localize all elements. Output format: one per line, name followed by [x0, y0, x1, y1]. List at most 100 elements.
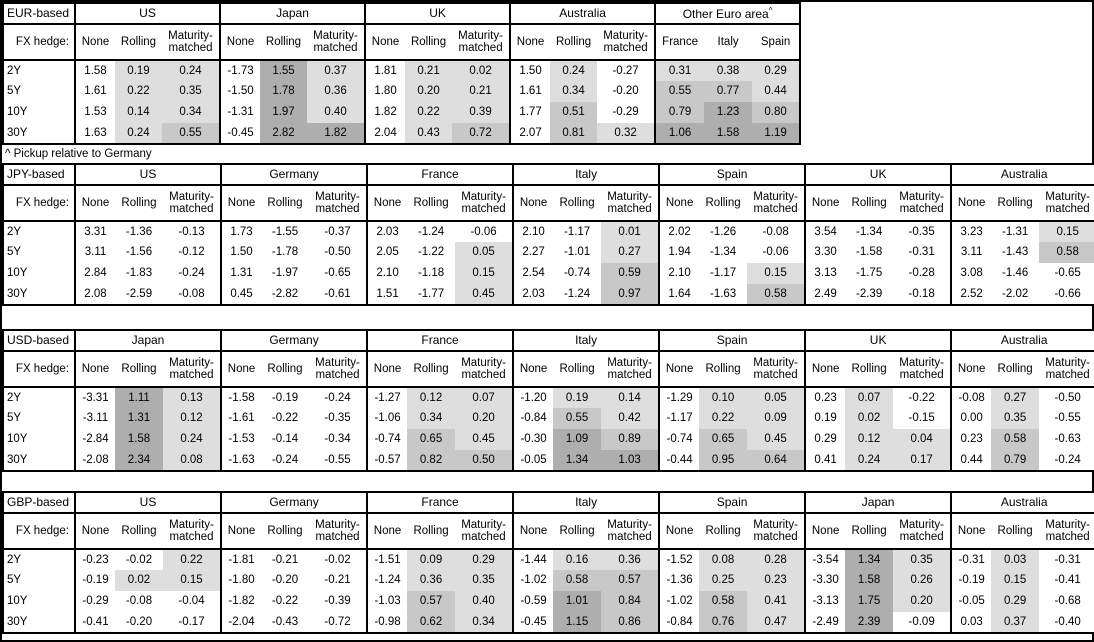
value-cell: 0.16	[553, 549, 602, 570]
value-cell: 0.40	[307, 102, 366, 123]
maturity-row-label: 30Y	[7, 615, 28, 628]
value-cell: 0.77	[704, 81, 753, 102]
value-cell: 2.34	[115, 450, 163, 471]
value-cell: 0.37	[991, 612, 1040, 633]
value-cell: -0.35	[908, 225, 935, 238]
value-cell: 1.53	[74, 102, 115, 123]
maturity-row-label: 2Y	[7, 64, 22, 77]
value-cell: -0.05	[512, 450, 554, 471]
hedge-column-header: Rolling	[845, 351, 894, 388]
value-cell: 0.35	[991, 408, 1040, 429]
value-cell: -1.52	[658, 549, 700, 570]
value-cell: 0.08	[699, 549, 748, 570]
value-cell: 0.34	[407, 408, 456, 429]
hedge-column-header: Maturity-matched	[163, 513, 222, 550]
table-usd-based: USD-based Japan Germany France Italy Spain UK A…	[2, 329, 1094, 472]
value-cell: -0.24	[178, 267, 205, 280]
value-cell: 1.50	[220, 242, 262, 263]
value-cell: 0.15	[1039, 221, 1094, 242]
country-header: Japan	[219, 3, 366, 25]
value-cell: -0.12	[178, 246, 205, 259]
hedge-column-header: Rolling	[845, 513, 894, 550]
value-cell: 0.35	[893, 549, 952, 570]
hedge-column-header: None	[512, 185, 554, 222]
value-cell: -0.34	[324, 433, 351, 446]
value-cell: 1.55	[260, 60, 308, 81]
value-cell: -0.72	[324, 615, 351, 628]
value-cell: 0.36	[601, 549, 660, 570]
country-header: France	[366, 330, 514, 352]
value-cell: -1.46	[1002, 267, 1029, 280]
value-cell: 0.21	[405, 60, 453, 81]
value-cell: 0.08	[163, 450, 222, 471]
fx-hedge-label: FX hedge:	[3, 351, 75, 388]
hedge-column-header: Rolling	[699, 351, 748, 388]
value-cell: -2.04	[220, 612, 262, 633]
hedge-column-header: Rolling	[991, 513, 1040, 550]
value-cell: -1.20	[512, 387, 554, 408]
value-cell: 1.50	[509, 60, 551, 81]
value-cell: 3.30	[804, 242, 846, 263]
maturity-row-label: 30Y	[7, 126, 28, 139]
value-cell: 0.09	[407, 549, 456, 570]
value-cell: -1.44	[512, 549, 554, 570]
value-cell: 0.40	[455, 591, 514, 612]
value-cell: 0.55	[654, 81, 705, 102]
value-cell: 0.07	[455, 387, 514, 408]
value-cell: 2.52	[950, 284, 992, 305]
value-cell: -0.19	[271, 391, 299, 404]
value-cell: 2.03	[512, 284, 554, 305]
hedge-column-header: Maturity-matched	[307, 24, 366, 61]
value-cell: 0.02	[452, 60, 511, 81]
value-cell: 0.44	[752, 81, 801, 102]
value-cell: -1.03	[366, 591, 408, 612]
value-cell: 1.58	[115, 429, 163, 450]
value-cell: 0.15	[991, 570, 1040, 591]
value-cell: 0.81	[550, 123, 598, 144]
hedge-column-header: Maturity-matched	[455, 351, 514, 388]
value-cell: 0.20	[455, 408, 514, 429]
value-cell: 0.37	[307, 60, 366, 81]
value-cell: -0.74	[658, 429, 700, 450]
value-cell: 0.86	[601, 612, 660, 633]
value-cell: -3.30	[804, 570, 846, 591]
hedge-column-header: Maturity-matched	[162, 24, 221, 61]
maturity-row-label: 10Y	[7, 595, 28, 608]
value-cell: -3.54	[804, 549, 846, 570]
maturity-row-label: 5Y	[7, 574, 22, 587]
value-cell: -0.19	[950, 570, 992, 591]
value-cell: 0.12	[163, 408, 222, 429]
value-cell: -0.22	[908, 391, 935, 404]
value-cell: -0.08	[125, 595, 153, 608]
value-cell: 1.06	[654, 123, 705, 144]
country-header: Spain	[658, 330, 806, 352]
table-row: 30Y 2.08 -2.59 -0.08 0.45 -2.82 -0.61 1.51 -1.77…	[3, 284, 1094, 305]
country-header: Other Euro area^	[654, 3, 801, 25]
value-cell: -1.17	[658, 408, 700, 429]
hedge-column-header: Maturity-matched	[309, 351, 368, 388]
value-cell: -0.57	[366, 450, 408, 471]
value-cell: -0.20	[271, 574, 299, 587]
maturity-row-label: 2Y	[7, 553, 22, 566]
table-row: 30Y -0.41 -0.20 -0.17 -2.04 -0.43 -0.72 -0.98 0.…	[3, 612, 1094, 633]
value-cell: -0.31	[1054, 553, 1081, 566]
value-cell: -0.02	[324, 553, 351, 566]
value-cell: -0.22	[271, 595, 299, 608]
maturity-row-label: 5Y	[7, 85, 22, 98]
hedge-column-header: None	[512, 351, 554, 388]
value-cell: -1.02	[658, 591, 700, 612]
table-row: 2Y 3.31 -1.36 -0.13 1.73 -1.55 -0.37 2.03 -1.24 -…	[3, 221, 1094, 242]
value-cell: 1.34	[553, 450, 602, 471]
value-cell: 0.38	[704, 60, 753, 81]
value-cell: 1.34	[845, 549, 894, 570]
value-cell: -0.21	[271, 553, 299, 566]
maturity-row-label: 5Y	[7, 246, 22, 259]
hedge-column-header: Maturity-matched	[452, 24, 511, 61]
value-cell: -0.55	[324, 453, 351, 466]
hedge-column-header: None	[74, 513, 115, 550]
value-cell: 1.75	[845, 591, 894, 612]
hedge-column-header: Maturity-matched	[455, 185, 514, 222]
country-header: Japan	[804, 492, 952, 514]
value-cell: -1.27	[366, 387, 408, 408]
value-cell: -0.18	[908, 287, 935, 300]
